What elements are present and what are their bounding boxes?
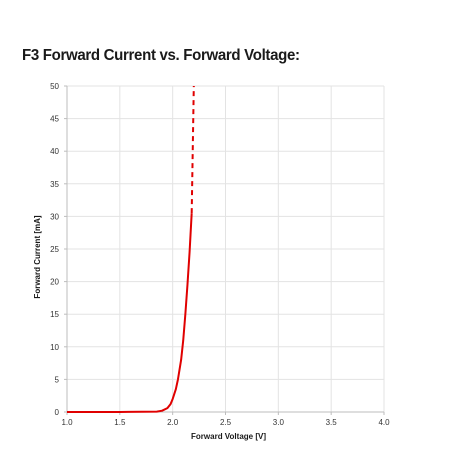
x-tick-label: 1.0 [61, 418, 73, 427]
y-tick-label: 5 [55, 375, 60, 384]
series [67, 85, 195, 413]
y-tick-label: 0 [55, 408, 60, 417]
y-tick-label: 35 [50, 180, 59, 189]
y-tick-label: 15 [50, 310, 59, 319]
x-tick-label: 4.0 [378, 418, 390, 427]
y-tick-label: 25 [50, 245, 59, 254]
chart-title: F3 Forward Current vs. Forward Voltage: [22, 47, 300, 64]
series-line-dashed [190, 85, 195, 214]
y-tick-label: 40 [50, 147, 59, 156]
x-tick-label: 2.5 [220, 418, 232, 427]
series-line-solid [67, 213, 193, 413]
x-tick-label: 2.0 [167, 418, 179, 427]
y-axis-title: Forward Current [mA] [33, 215, 42, 298]
x-tick-label: 3.0 [273, 418, 285, 427]
y-tick-label: 50 [50, 82, 59, 91]
y-tick-labels: 0 5 10 15 20 25 30 35 40 45 50 [50, 82, 59, 417]
axes [64, 85, 385, 415]
x-axis-title: Forward Voltage [V] [191, 432, 266, 441]
x-tick-label: 3.5 [326, 418, 338, 427]
y-tick-label: 45 [50, 115, 59, 124]
y-tick-label: 10 [50, 343, 59, 352]
y-tick-label: 30 [50, 212, 59, 221]
x-tick-label: 1.5 [114, 418, 126, 427]
x-tick-labels: 1.0 1.5 2.0 2.5 3.0 3.5 4.0 [61, 418, 390, 427]
y-tick-label: 20 [50, 278, 59, 287]
grid [67, 85, 385, 412]
